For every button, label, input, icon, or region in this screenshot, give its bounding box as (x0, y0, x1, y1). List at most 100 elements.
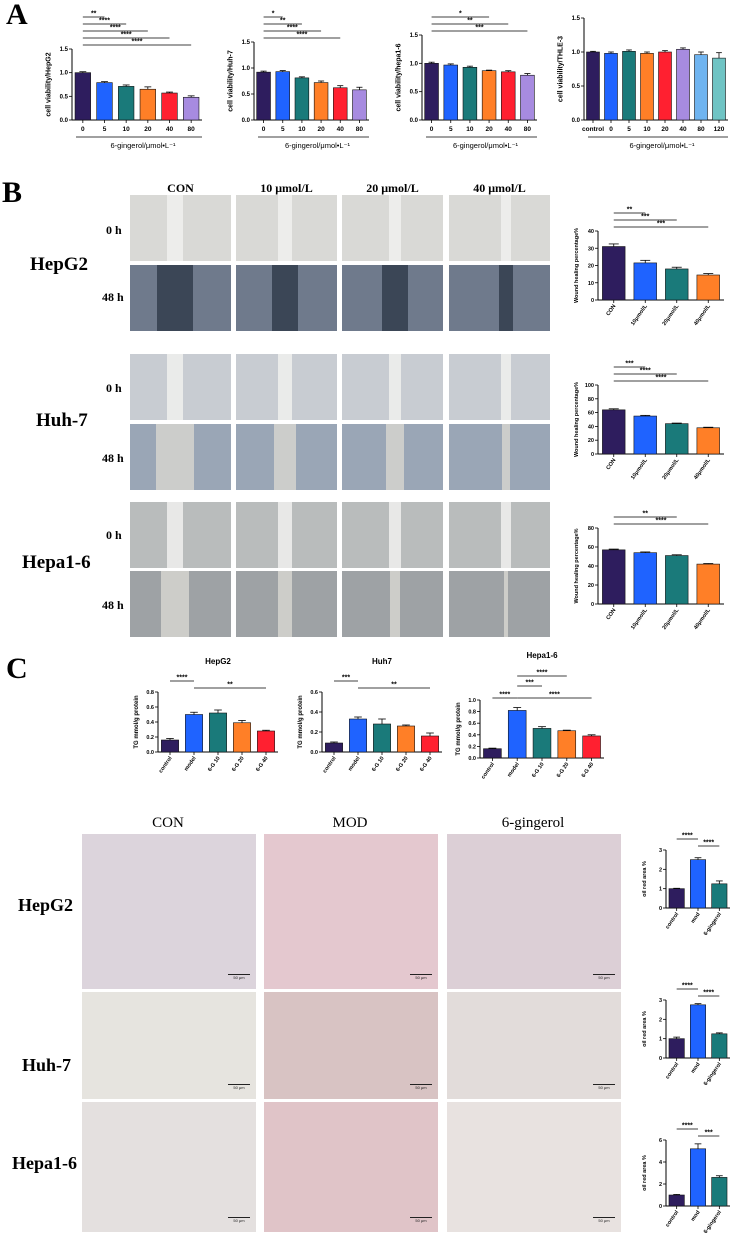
y-axis-label: cell viability/Huh-7 (227, 50, 234, 112)
significance-label: **** (549, 692, 560, 699)
x-tick-label: model (507, 761, 521, 778)
x-tick-label: control (322, 755, 338, 774)
y-tick-label: 0.5 (242, 92, 251, 98)
y-tick-label: 0 (659, 1056, 662, 1062)
oil-row-huh7: Huh-7 (22, 1055, 72, 1075)
wound-gap (156, 265, 193, 331)
x-tick-label: CON (605, 608, 617, 621)
significance-label: ** (227, 682, 233, 689)
y-tick-label: 10 (588, 281, 594, 287)
bar (690, 1148, 706, 1207)
y-tick-label: 0 (659, 906, 662, 912)
wound-gap (498, 265, 513, 331)
wound-gap (385, 424, 404, 490)
significance-label: ** (467, 18, 473, 25)
y-tick-label: 20 (588, 438, 594, 444)
bar (633, 262, 657, 301)
x-tick-label: 20μmol/L (662, 607, 681, 631)
wound-gap (277, 195, 292, 261)
bar (397, 725, 415, 753)
x-tick-label: 5 (627, 126, 631, 133)
wound-micrograph (449, 571, 550, 637)
y-tick-label: 1.0 (60, 71, 69, 77)
bar (118, 86, 135, 121)
bar (256, 71, 271, 121)
bar (640, 53, 654, 121)
wound-micrograph (130, 265, 231, 331)
y-axis-label: oil red area % (642, 1155, 648, 1191)
wound-row-hepg2: HepG2 (30, 254, 89, 275)
bar (711, 1177, 728, 1207)
bar (532, 728, 552, 759)
y-tick-label: 0 (591, 298, 594, 304)
x-tick-label: 6-gingerol (703, 1061, 723, 1087)
y-tick-label: 4 (659, 1160, 663, 1166)
scale-bar: 50 μm (228, 974, 250, 983)
significance-label: *** (342, 675, 350, 682)
chart-oil-huh7: 0 1 2 3 oil red area % control mod 6-gingerol **… (642, 983, 730, 1087)
y-tick-label: 0.6 (310, 690, 318, 696)
significance-label: * (272, 11, 275, 18)
wound-col-con: CON (167, 181, 194, 195)
y-tick-label: 0 (591, 602, 594, 608)
y-axis-label: cell viability/hepa1-6 (395, 43, 402, 111)
y-tick-label: 1.0 (468, 698, 476, 704)
wound-micrograph (342, 354, 443, 420)
time-0h-hepa16: 0 h (106, 528, 122, 542)
y-axis-label: cell viability/HepG2 (45, 52, 52, 116)
significance-label: ** (391, 682, 397, 689)
x-tick-label: control (158, 755, 174, 774)
bar (582, 735, 601, 759)
scale-bar: 50 μm (228, 1084, 250, 1093)
x-tick-label: 5 (281, 126, 285, 133)
wound-micrograph (236, 571, 337, 637)
wound-micrograph (130, 354, 231, 420)
bar (586, 51, 600, 121)
x-tick-label: 40 (166, 126, 174, 133)
x-tick-label: 6-G 20 (231, 756, 246, 773)
bar (557, 730, 577, 759)
y-tick-label: 1.5 (60, 47, 69, 53)
bar (333, 87, 348, 121)
chart-wound-hepg2: 0 10 20 30 40 Wound healing percentage% CON 10μ… (574, 207, 724, 327)
wound-micrograph (342, 424, 443, 490)
bar (443, 64, 458, 121)
x-tick-label: 40μmol/L (693, 303, 712, 327)
oil-red-micrograph: 50 μm (82, 1102, 256, 1232)
y-tick-label: 2 (659, 1017, 662, 1023)
panel-label-b: B (2, 176, 23, 209)
y-tick-label: 1.0 (242, 66, 251, 72)
x-tick-label: 40 (505, 126, 513, 133)
significance-label: **** (703, 990, 714, 997)
significance-label: *** (657, 221, 665, 228)
bar (690, 859, 706, 909)
x-tick-label: 20 (144, 126, 152, 133)
wound-gap (388, 502, 401, 568)
x-tick-label: model (183, 755, 197, 772)
significance-label: ** (280, 18, 286, 25)
oil-row-hepa16: Hepa1-6 (12, 1153, 77, 1173)
wound-micrograph (342, 571, 443, 637)
bar (676, 48, 690, 121)
wound-micrograph (342, 195, 443, 261)
bar (313, 82, 329, 121)
y-tick-label: 0.0 (410, 118, 419, 124)
wound-col-10: 10 μmol/L (260, 181, 313, 195)
x-tick-label: 10μmol/L (630, 303, 649, 327)
x-tick-label: mod (690, 1062, 702, 1075)
bar (602, 549, 626, 605)
y-tick-label: 0.0 (572, 118, 581, 124)
y-tick-label: 1.0 (410, 61, 419, 67)
y-tick-label: 0.8 (468, 710, 476, 716)
bar (294, 77, 310, 121)
x-tick-label: 6-G 20 (556, 762, 571, 779)
bar (481, 70, 497, 121)
wound-micrograph (236, 502, 337, 568)
bar (501, 71, 516, 121)
x-axis-label: 6-gingerol/μmol•L⁻¹ (110, 141, 176, 150)
oil-red-micrograph: 50 μm (264, 992, 438, 1099)
time-0h-hepg2: 0 h (106, 223, 122, 237)
y-tick-label: 1.5 (572, 16, 581, 22)
bar (462, 67, 478, 121)
bar (520, 74, 535, 121)
